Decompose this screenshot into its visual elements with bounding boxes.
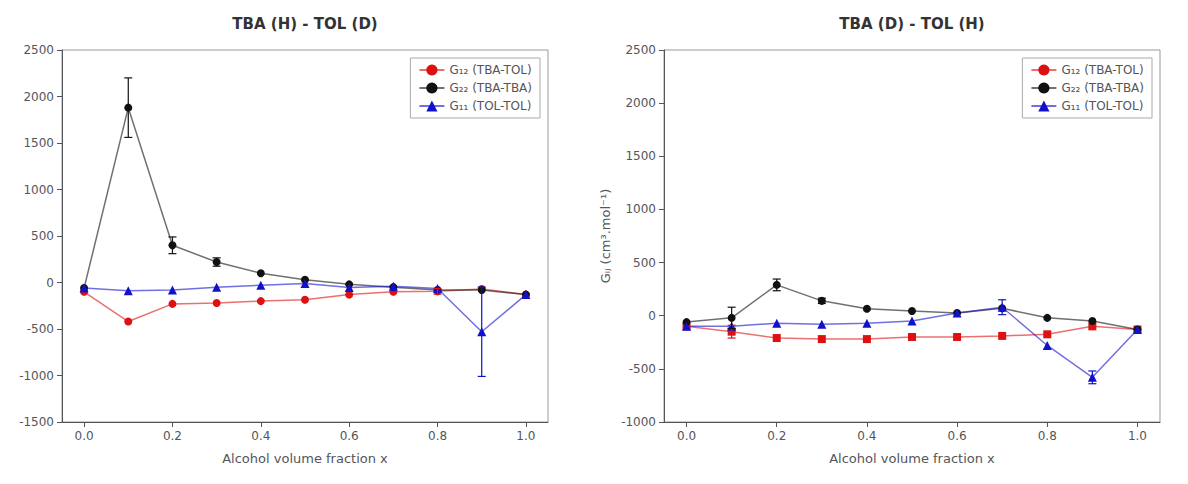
svg-text:1500: 1500: [23, 136, 54, 150]
svg-text:0.4: 0.4: [857, 429, 876, 443]
svg-text:G₂₂ (TBA-TBA): G₂₂ (TBA-TBA): [449, 81, 532, 95]
svg-text:0: 0: [46, 276, 54, 290]
svg-text:2500: 2500: [23, 43, 54, 57]
svg-text:1000: 1000: [625, 202, 656, 216]
svg-text:G₁₂ (TBA-TOL): G₁₂ (TBA-TOL): [449, 63, 531, 77]
svg-text:TBA (H) - TOL (D): TBA (H) - TOL (D): [232, 15, 377, 33]
svg-text:0.6: 0.6: [340, 429, 359, 443]
svg-text:1.0: 1.0: [1128, 429, 1147, 443]
svg-text:G₁₂ (TBA-TOL): G₁₂ (TBA-TOL): [1061, 63, 1143, 77]
svg-text:G₁₁ (TOL-TOL): G₁₁ (TOL-TOL): [1061, 99, 1143, 113]
svg-text:G₁₁ (TOL-TOL): G₁₁ (TOL-TOL): [449, 99, 531, 113]
svg-text:1000: 1000: [23, 183, 54, 197]
svg-text:0.2: 0.2: [767, 429, 786, 443]
svg-text:-500: -500: [629, 362, 656, 376]
svg-text:2000: 2000: [23, 90, 54, 104]
svg-text:-1000: -1000: [19, 369, 54, 383]
svg-text:1.0: 1.0: [516, 429, 535, 443]
svg-text:500: 500: [31, 229, 54, 243]
svg-text:TBA (D) - TOL (H): TBA (D) - TOL (H): [839, 15, 984, 33]
svg-text:2500: 2500: [625, 43, 656, 57]
svg-text:Alcohol volume fraction x: Alcohol volume fraction x: [222, 451, 388, 466]
svg-text:0.6: 0.6: [948, 429, 967, 443]
svg-text:0: 0: [648, 309, 656, 323]
svg-text:1500: 1500: [625, 149, 656, 163]
svg-text:0.0: 0.0: [75, 429, 94, 443]
svg-text:0.8: 0.8: [1038, 429, 1057, 443]
svg-text:-1500: -1500: [19, 415, 54, 429]
svg-text:500: 500: [633, 256, 656, 270]
svg-text:0.2: 0.2: [163, 429, 182, 443]
svg-text:G₂₂ (TBA-TBA): G₂₂ (TBA-TBA): [1061, 81, 1144, 95]
svg-text:2000: 2000: [625, 96, 656, 110]
svg-text:0.0: 0.0: [677, 429, 696, 443]
svg-text:0.4: 0.4: [251, 429, 270, 443]
svg-text:Gᵢⱼ (cm³.mol⁻¹): Gᵢⱼ (cm³.mol⁻¹): [598, 189, 613, 283]
svg-text:0.8: 0.8: [428, 429, 447, 443]
svg-text:Alcohol volume fraction x: Alcohol volume fraction x: [829, 451, 995, 466]
svg-text:-500: -500: [27, 322, 54, 336]
svg-text:-1000: -1000: [621, 415, 656, 429]
